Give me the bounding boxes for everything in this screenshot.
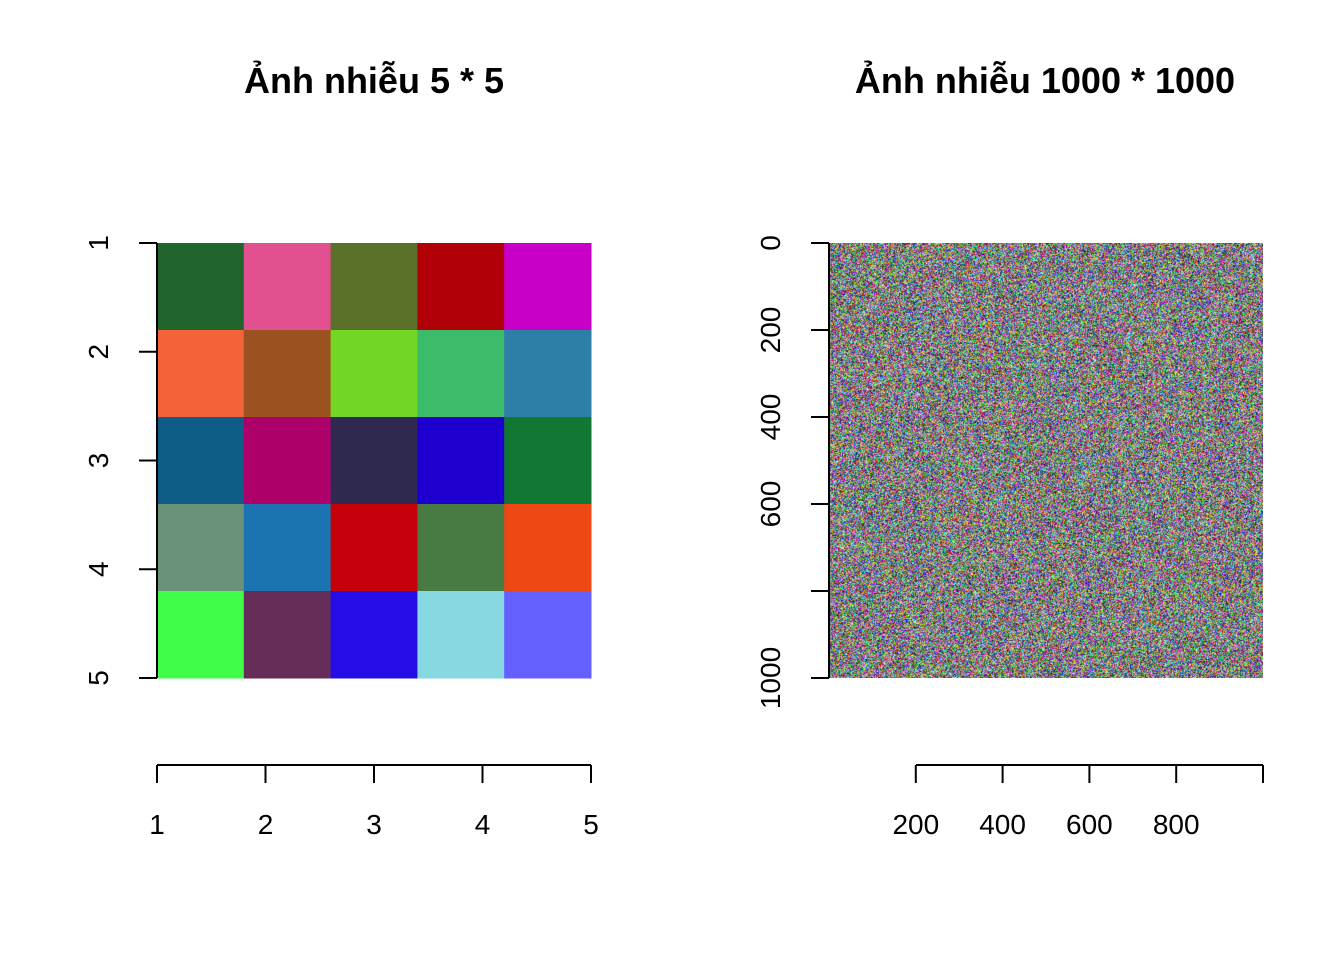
right-x-axis: 200 400 600 800 (892, 765, 1263, 840)
right-y-tick-label: 200 (755, 307, 786, 354)
right-x-tick-label: 200 (892, 809, 939, 840)
right-y-tick-label: 400 (755, 394, 786, 441)
left-cell-grid (157, 243, 592, 679)
cell-r3-c4 (417, 417, 504, 505)
cell-r1-c1 (157, 243, 244, 331)
cell-r5-c3 (331, 591, 418, 679)
cell-r3-c5 (504, 417, 591, 505)
left-x-tick-label: 2 (258, 809, 274, 840)
cell-r5-c2 (244, 591, 331, 679)
cell-r5-c4 (417, 591, 504, 679)
cell-r1-c3 (331, 243, 418, 331)
cell-r3-c1 (157, 417, 244, 505)
cell-r1-c5 (504, 243, 591, 331)
right-x-tick-label: 400 (979, 809, 1026, 840)
cell-r3-c3 (331, 417, 418, 505)
cell-r1-c2 (244, 243, 331, 331)
cell-r4-c5 (504, 504, 591, 592)
right-y-tick-label: 1000 (755, 647, 786, 709)
left-y-tick-label: 4 (83, 561, 114, 577)
cell-r5-c1 (157, 591, 244, 679)
left-y-tick-label: 3 (83, 453, 114, 469)
cell-r5-c5 (504, 591, 591, 679)
cell-r2-c5 (504, 330, 591, 418)
cell-r2-c2 (244, 330, 331, 418)
noise-image (829, 243, 1263, 678)
right-x-tick-label: 800 (1153, 809, 1200, 840)
left-y-tick-label: 1 (83, 235, 114, 251)
cell-r2-c1 (157, 330, 244, 418)
right-x-tick-label: 600 (1066, 809, 1113, 840)
right-y-tick-label: 600 (755, 481, 786, 528)
cell-r4-c2 (244, 504, 331, 592)
cell-r3-c2 (244, 417, 331, 505)
left-y-tick-label: 2 (83, 344, 114, 360)
cell-r2-c4 (417, 330, 504, 418)
panel-right: Ảnh nhiễu 1000 * 1000 0 200 400 600 1000 200… (755, 60, 1263, 840)
panel-left: Ảnh nhiễu 5 * 5 1 2 3 4 5 1 2 3 4 5 (83, 60, 599, 840)
left-x-tick-label: 1 (149, 809, 165, 840)
left-y-tick-label: 5 (83, 670, 114, 686)
left-x-tick-label: 5 (583, 809, 599, 840)
cell-r4-c3 (331, 504, 418, 592)
cell-r4-c1 (157, 504, 244, 592)
right-y-axis: 0 200 400 600 1000 (755, 235, 829, 709)
right-chart-title: Ảnh nhiễu 1000 * 1000 (855, 60, 1235, 101)
left-y-axis: 1 2 3 4 5 (83, 235, 157, 686)
left-x-tick-label: 4 (475, 809, 491, 840)
cell-r1-c4 (417, 243, 504, 331)
cell-r2-c3 (331, 330, 418, 418)
cell-r4-c4 (417, 504, 504, 592)
left-x-tick-label: 3 (366, 809, 382, 840)
right-y-tick-label: 0 (755, 235, 786, 251)
left-x-axis: 1 2 3 4 5 (149, 765, 599, 840)
left-chart-title: Ảnh nhiễu 5 * 5 (244, 60, 504, 101)
